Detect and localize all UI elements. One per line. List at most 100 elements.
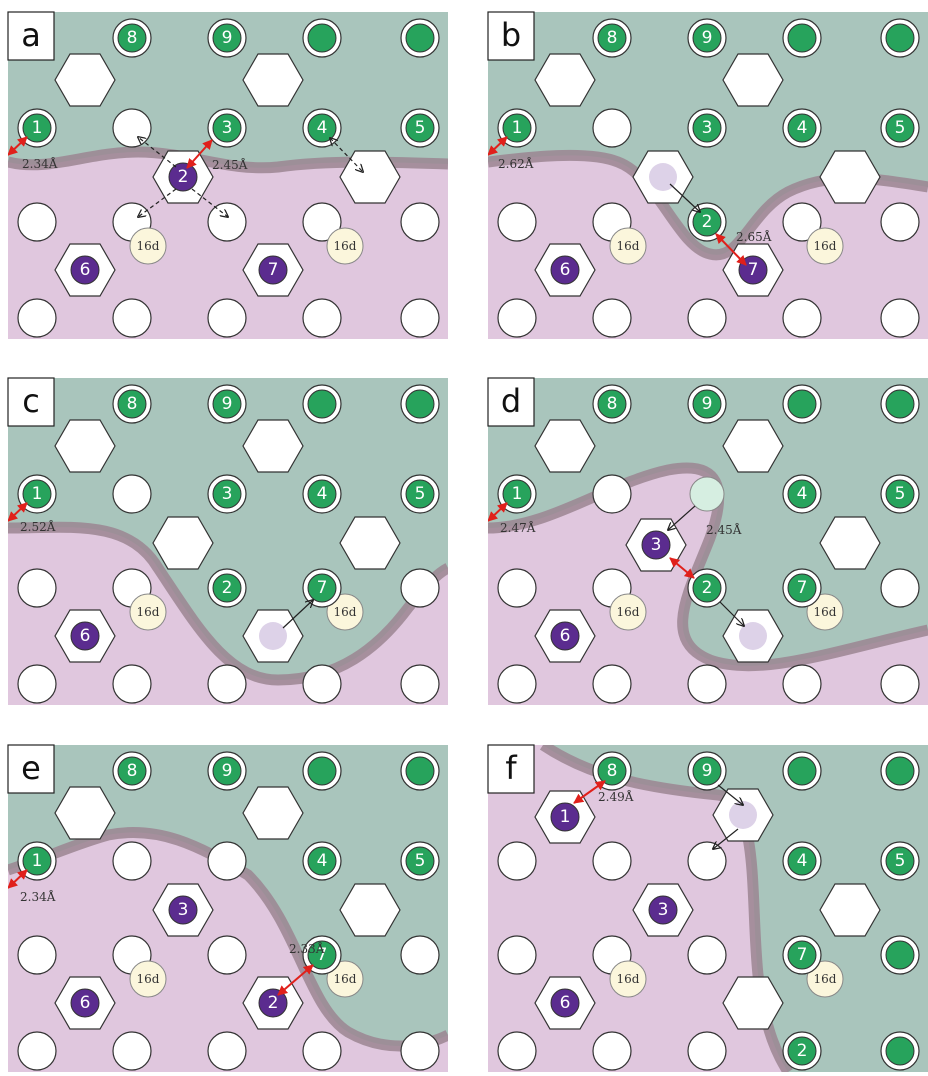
atom-number: 2 <box>268 993 279 1013</box>
atom-number: 2 <box>797 1041 808 1061</box>
distance-label: 2.49Å <box>598 789 634 804</box>
distance-label: 2.33Å <box>289 941 325 956</box>
green-atom <box>406 24 434 52</box>
atom-number: 1 <box>512 484 523 504</box>
site-label: 16d <box>617 605 640 619</box>
atom-number: 6 <box>560 626 571 646</box>
open-site <box>18 1032 56 1070</box>
site-label: 16d <box>137 605 160 619</box>
green-atom <box>788 757 816 785</box>
atom-number: 6 <box>80 993 91 1013</box>
open-site <box>18 665 56 703</box>
green-atom <box>308 390 336 418</box>
site-label: 16d <box>137 239 160 253</box>
atom-number: 8 <box>127 394 138 414</box>
vacated-green-site <box>690 477 724 511</box>
atom-number: 8 <box>127 28 138 48</box>
atom-number: 3 <box>658 900 669 920</box>
atom-number: 4 <box>797 484 808 504</box>
panel-label: c <box>22 382 40 420</box>
open-site <box>113 109 151 147</box>
vacated-site <box>739 622 767 650</box>
site-label: 16d <box>334 239 357 253</box>
open-site <box>401 299 439 337</box>
atom-number: 2 <box>702 212 713 232</box>
atom-number: 1 <box>560 807 571 827</box>
green-atom <box>886 1037 914 1065</box>
open-site <box>593 475 631 513</box>
vacated-site <box>259 622 287 650</box>
distance-label: 2.62Å <box>498 156 534 171</box>
atom-number: 7 <box>748 260 759 280</box>
green-atom <box>406 390 434 418</box>
panel-label: f <box>505 749 517 787</box>
open-site <box>881 665 919 703</box>
distance-label: 2.45Å <box>212 157 248 172</box>
open-site <box>593 299 631 337</box>
atom-number: 6 <box>560 993 571 1013</box>
atom-number: 5 <box>415 118 426 138</box>
vacated-site <box>729 801 757 829</box>
open-site <box>208 936 246 974</box>
atom-number: 6 <box>80 260 91 280</box>
open-site <box>18 299 56 337</box>
open-site <box>688 842 726 880</box>
panel-area: 8914536216d16d72.34Å2.33Å <box>8 745 448 1072</box>
atom-number: 8 <box>127 761 138 781</box>
open-site <box>208 842 246 880</box>
open-site <box>688 665 726 703</box>
distance-label: 2.65Å <box>736 229 772 244</box>
figure: 89134526716d16d2.34Å2.45Åa89134526716d16… <box>0 0 928 1072</box>
open-site <box>498 665 536 703</box>
site-label: 16d <box>617 239 640 253</box>
atom-number: 6 <box>560 260 571 280</box>
green-atom <box>308 757 336 785</box>
atom-number: 7 <box>317 578 328 598</box>
green-atom <box>788 390 816 418</box>
open-site <box>881 569 919 607</box>
atom-number: 5 <box>415 484 426 504</box>
panel: 89134526716d16d2.62Å2.65Åb <box>488 12 928 339</box>
green-atom <box>886 941 914 969</box>
atom-number: 5 <box>415 851 426 871</box>
open-site <box>208 1032 246 1070</box>
green-atom <box>886 390 914 418</box>
atom-number: 4 <box>797 118 808 138</box>
open-site <box>498 569 536 607</box>
atom-number: 9 <box>222 394 233 414</box>
open-site <box>498 1032 536 1070</box>
open-site <box>593 842 631 880</box>
open-site <box>113 842 151 880</box>
panel-label: d <box>501 382 521 420</box>
site-label: 16d <box>814 605 837 619</box>
open-site <box>688 299 726 337</box>
atom-number: 2 <box>178 167 189 187</box>
open-site <box>881 203 919 241</box>
atom-number: 1 <box>32 118 43 138</box>
panel: 8913452616d16d72.52Åc <box>8 378 448 705</box>
distance-label: 2.34Å <box>22 156 58 171</box>
atom-number: 1 <box>512 118 523 138</box>
atom-number: 3 <box>222 118 233 138</box>
atom-number: 9 <box>702 394 713 414</box>
site-label: 16d <box>137 972 160 986</box>
panel-area: 8914532616d16d72.47Å2.45Å <box>488 378 928 705</box>
atom-number: 2 <box>702 578 713 598</box>
open-site <box>303 299 341 337</box>
atom-number: 9 <box>702 28 713 48</box>
atom-number: 7 <box>268 260 279 280</box>
panel-label: a <box>21 16 41 54</box>
open-site <box>401 665 439 703</box>
open-site <box>208 203 246 241</box>
atom-number: 5 <box>895 118 906 138</box>
atom-number: 8 <box>607 761 618 781</box>
open-site <box>113 475 151 513</box>
atom-number: 5 <box>895 851 906 871</box>
open-site <box>881 299 919 337</box>
open-site <box>113 665 151 703</box>
